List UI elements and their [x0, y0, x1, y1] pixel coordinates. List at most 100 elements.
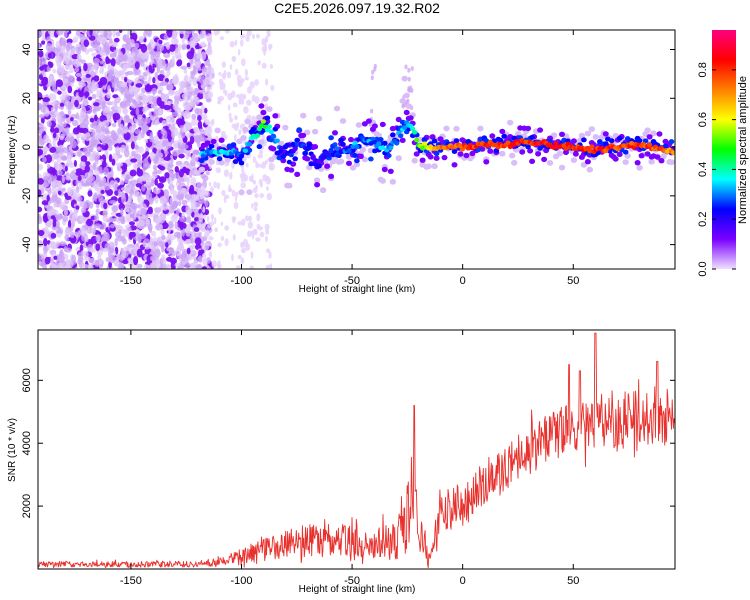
ridge-mark	[208, 159, 215, 165]
streak-blob	[404, 64, 408, 70]
ridge-mark	[646, 134, 653, 140]
streak-blob	[373, 66, 377, 72]
noise-blob	[114, 104, 119, 111]
noise-blob	[101, 120, 110, 127]
noise-blob	[114, 259, 119, 267]
noise-blob	[178, 120, 186, 126]
noise-blob	[198, 255, 203, 263]
ridge-mark	[379, 121, 386, 128]
noise-blob	[62, 215, 69, 223]
noise-blob	[98, 134, 103, 140]
faint-blob	[229, 64, 233, 70]
noise-blob	[99, 30, 105, 35]
noise-blob	[154, 207, 162, 213]
noise-blob	[63, 121, 67, 128]
ridge-mark	[647, 142, 653, 148]
faint-blob	[217, 260, 221, 269]
faint-blob	[218, 78, 224, 86]
ridge-mark	[352, 153, 358, 158]
faint-blob	[211, 260, 217, 268]
noise-blob	[137, 215, 142, 220]
noise-blob	[165, 242, 169, 248]
noise-blob	[200, 173, 207, 179]
noise-blob	[56, 180, 63, 190]
noise-blob	[144, 51, 150, 60]
faint-blob	[240, 33, 246, 39]
noise-blob	[84, 164, 91, 173]
noise-blob	[141, 87, 146, 94]
faint-blob	[241, 167, 245, 173]
noise-blob	[107, 30, 112, 36]
ridge-mark	[302, 150, 309, 156]
x-tick-label: 50	[567, 575, 579, 587]
noise-blob	[184, 110, 191, 119]
noise-blob	[38, 122, 45, 128]
noise-blob	[170, 261, 176, 269]
ridge-mark	[339, 118, 347, 124]
faint-blob	[227, 187, 233, 193]
noise-blob	[67, 85, 73, 94]
noise-blob	[156, 148, 162, 158]
noise-blob	[122, 129, 128, 134]
faint-blob	[208, 236, 214, 241]
noise-blob	[99, 180, 106, 187]
noise-blob	[58, 117, 62, 126]
ridge-mark	[394, 141, 400, 146]
faint-blob	[232, 217, 236, 224]
ridge-mark	[354, 144, 360, 149]
streak-blob	[407, 67, 411, 73]
noise-blob	[50, 241, 57, 249]
noise-blob	[121, 238, 127, 245]
noise-blob	[57, 262, 64, 269]
noise-blob	[163, 52, 171, 59]
ridge-mark	[380, 145, 386, 150]
faint-blob	[240, 182, 246, 189]
ridge-mark	[315, 115, 323, 122]
faint-blob	[233, 124, 239, 131]
streak-blob	[371, 69, 375, 75]
noise-blob	[149, 132, 154, 139]
noise-blob	[150, 59, 155, 65]
noise-blob	[55, 79, 63, 88]
noise-blob	[83, 62, 88, 72]
noise-blob	[54, 103, 58, 112]
faint-blob	[245, 163, 249, 168]
ridge-mark	[505, 140, 511, 146]
faint-blob	[257, 154, 263, 159]
faint-blob	[229, 41, 235, 48]
ridge-mark	[388, 145, 394, 151]
ridge-mark	[264, 115, 271, 121]
noise-blob	[101, 160, 107, 169]
faint-blob	[235, 191, 239, 198]
noise-blob	[56, 147, 65, 153]
noise-blob	[149, 151, 155, 161]
y-tick-label: -40	[21, 237, 33, 253]
faint-blob	[255, 160, 258, 169]
faint-blob	[224, 194, 230, 199]
noise-blob	[123, 131, 131, 141]
noise-blob	[144, 138, 148, 144]
noise-blob	[89, 30, 93, 36]
noise-blob	[142, 174, 148, 182]
noise-blob	[55, 175, 64, 181]
noise-blob	[97, 193, 104, 201]
noise-blob	[134, 153, 142, 161]
noise-blob	[41, 40, 46, 45]
noise-blob	[51, 181, 57, 187]
noise-blob	[190, 71, 195, 80]
colorbar-tick-label: 0.8	[697, 62, 709, 77]
noise-blob	[193, 96, 200, 105]
noise-blob	[191, 154, 199, 163]
noise-blob	[167, 134, 172, 143]
noise-blob	[41, 234, 48, 239]
noise-blob	[56, 229, 63, 235]
ridge-mark	[232, 159, 239, 165]
noise-blob	[182, 261, 186, 266]
noise-blob	[111, 158, 116, 166]
noise-blob	[191, 149, 199, 155]
ridge-mark	[348, 136, 354, 143]
noise-blob	[127, 30, 131, 36]
noise-blob	[113, 49, 117, 57]
noise-blob	[149, 39, 154, 45]
ridge-mark	[662, 143, 669, 149]
